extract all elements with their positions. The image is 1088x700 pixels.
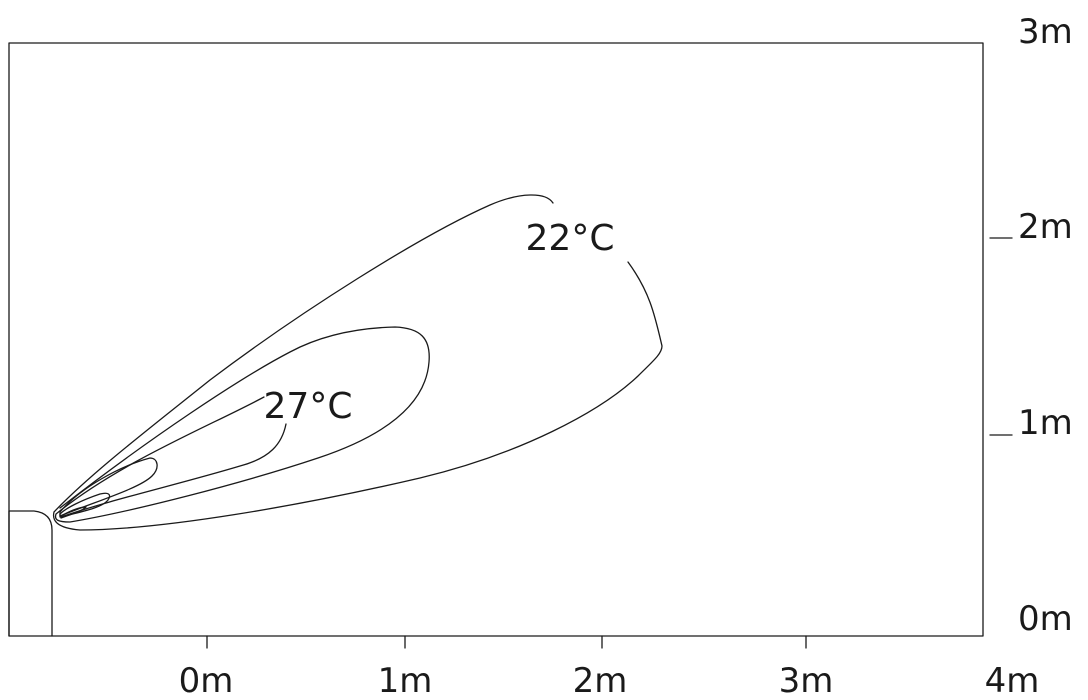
outlet-box [8,510,53,637]
plot-frame [8,42,984,637]
isotherm-27c [54,326,430,523]
y-axis-ticks [989,237,1013,436]
isotherm-inner-2 [59,492,111,518]
x-axis-ticks [206,635,807,649]
y-tick-label: 3m [1018,12,1073,52]
y-axis-labels: 0m 1m 2m 3m [1018,12,1073,639]
y-tick-label: 0m [1018,599,1073,639]
y-tick-label: 2m [1018,207,1073,247]
x-tick-label: 2m [573,661,628,700]
x-tick-label: 1m [378,661,433,700]
y-tick-label: 1m [1018,403,1073,443]
x-axis-labels: 0m 1m 2m 3m 4m [179,661,1040,700]
isotherm-22c [52,194,663,531]
x-tick-label: 3m [779,661,834,700]
contour-label-22c: 22°C [526,218,615,259]
isotherm-inner-1 [59,457,158,517]
isotherm-inner-3 [60,506,87,519]
contour-label-27c: 27°C [264,386,353,427]
x-tick-label: 0m [179,661,234,700]
x-tick-label: 4m [985,661,1040,700]
